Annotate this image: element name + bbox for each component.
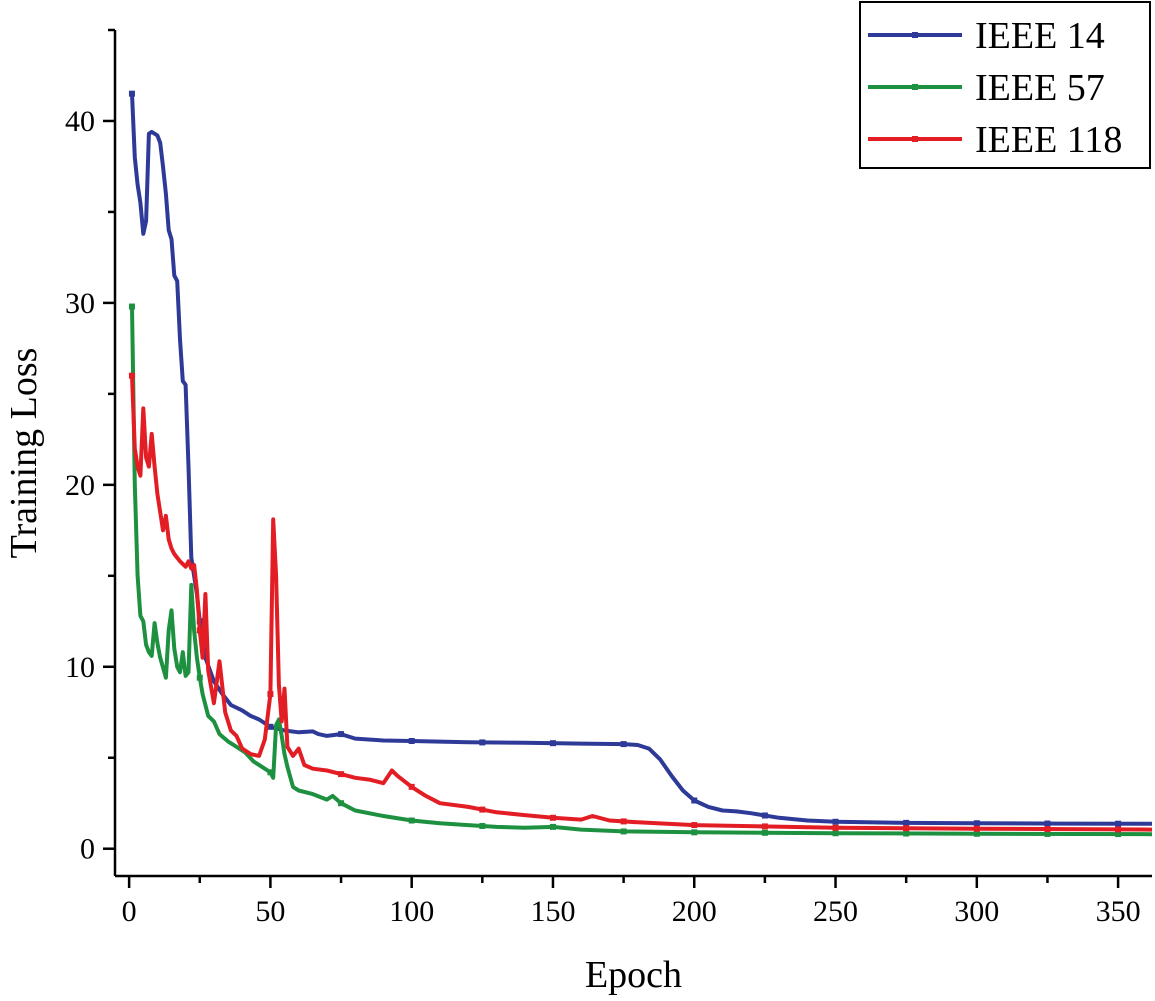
y-tick-label: 10 bbox=[65, 651, 95, 684]
series-marker-ieee-118 bbox=[620, 818, 627, 825]
series-marker-ieee-118 bbox=[267, 691, 274, 698]
legend-marker-ieee-57 bbox=[912, 84, 918, 90]
series-marker-ieee-118 bbox=[549, 814, 556, 821]
series-marker-ieee-57 bbox=[691, 829, 698, 836]
series-marker-ieee-14 bbox=[620, 741, 627, 748]
x-tick-label: 0 bbox=[122, 895, 137, 928]
y-tick-label: 30 bbox=[65, 287, 95, 320]
series-marker-ieee-118 bbox=[479, 806, 486, 813]
series-marker-ieee-57 bbox=[128, 303, 135, 310]
series-line-ieee-14 bbox=[130, 93, 1153, 826]
series-marker-ieee-118 bbox=[691, 822, 698, 829]
x-tick-label: 200 bbox=[672, 895, 717, 928]
series-line-ieee-118 bbox=[130, 375, 1153, 832]
series-lines bbox=[128, 90, 1153, 838]
y-tick-label: 0 bbox=[80, 833, 95, 866]
series-marker-ieee-14 bbox=[128, 90, 135, 97]
series-marker-ieee-57 bbox=[549, 823, 556, 830]
series-marker-ieee-57 bbox=[196, 674, 203, 681]
y-tick-label: 20 bbox=[65, 469, 95, 502]
series-marker-ieee-118 bbox=[761, 823, 768, 830]
legend-label-ieee-118: IEEE 118 bbox=[975, 119, 1122, 161]
series-marker-ieee-57 bbox=[903, 830, 910, 837]
series-marker-ieee-14 bbox=[338, 731, 345, 738]
x-tick-label: 100 bbox=[389, 895, 434, 928]
series-marker-ieee-14 bbox=[549, 740, 556, 747]
series-marker-ieee-14 bbox=[903, 819, 910, 826]
x-tick-label: 250 bbox=[813, 895, 858, 928]
series-marker-ieee-57 bbox=[832, 830, 839, 837]
series-marker-ieee-118 bbox=[1044, 826, 1051, 833]
x-tick-label: 150 bbox=[530, 895, 575, 928]
x-tick-label: 350 bbox=[1096, 895, 1141, 928]
legend-label-ieee-57: IEEE 57 bbox=[975, 67, 1105, 109]
series-marker-ieee-118 bbox=[128, 372, 135, 379]
series-marker-ieee-118 bbox=[903, 825, 910, 832]
legend-marker-ieee-14 bbox=[912, 32, 918, 38]
series-marker-ieee-57 bbox=[479, 822, 486, 829]
series-marker-ieee-57 bbox=[1115, 831, 1122, 838]
series-marker-ieee-57 bbox=[267, 769, 274, 776]
series-marker-ieee-57 bbox=[338, 800, 345, 807]
y-axis-title: Training Loss bbox=[3, 348, 45, 559]
series-marker-ieee-14 bbox=[479, 739, 486, 746]
x-tick-label: 50 bbox=[255, 895, 285, 928]
series-marker-ieee-14 bbox=[691, 797, 698, 804]
series-marker-ieee-14 bbox=[1115, 820, 1122, 827]
y-tick-label: 40 bbox=[65, 105, 95, 138]
series-marker-ieee-14 bbox=[832, 818, 839, 825]
x-tick-label: 300 bbox=[954, 895, 999, 928]
series-marker-ieee-57 bbox=[620, 828, 627, 835]
series-marker-ieee-118 bbox=[832, 824, 839, 831]
axes: 0 50 100 150 200 250 300 350 0 10 20 30 40 bbox=[65, 28, 1152, 928]
series-marker-ieee-57 bbox=[973, 830, 980, 837]
series-marker-ieee-118 bbox=[338, 771, 345, 778]
series-marker-ieee-14 bbox=[267, 723, 274, 730]
legend-label-ieee-14: IEEE 14 bbox=[975, 15, 1105, 57]
x-axis-title: Epoch bbox=[585, 954, 682, 996]
legend-marker-ieee-118 bbox=[912, 136, 918, 142]
series-marker-ieee-118 bbox=[1115, 826, 1122, 833]
legend: IEEE 14 IEEE 57 IEEE 118 bbox=[859, 1, 1151, 169]
series-marker-ieee-118 bbox=[196, 627, 203, 634]
series-marker-ieee-14 bbox=[408, 738, 415, 745]
series-marker-ieee-14 bbox=[761, 812, 768, 819]
series-marker-ieee-57 bbox=[1044, 830, 1051, 837]
series-marker-ieee-118 bbox=[973, 825, 980, 832]
series-line-ieee-57 bbox=[130, 306, 1153, 837]
series-marker-ieee-14 bbox=[1044, 820, 1051, 827]
series-marker-ieee-14 bbox=[973, 820, 980, 827]
series-marker-ieee-118 bbox=[408, 783, 415, 790]
series-marker-ieee-57 bbox=[761, 829, 768, 836]
series-marker-ieee-57 bbox=[408, 817, 415, 824]
